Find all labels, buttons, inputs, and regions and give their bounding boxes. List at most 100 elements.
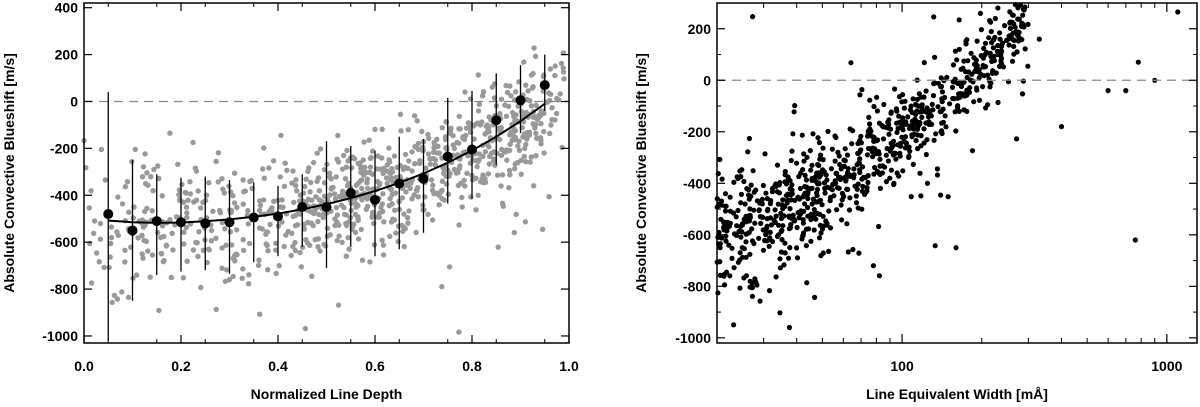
left-scatter-point (442, 134, 449, 140)
right-scatter-point (826, 248, 832, 254)
left-scatter-point (215, 150, 222, 156)
left-scatter-point (425, 151, 432, 157)
right-scatter-point (983, 105, 989, 111)
left-scatter-point (552, 72, 558, 79)
right-scatter-point (737, 168, 743, 174)
left-scatter-point (108, 234, 115, 241)
left-scatter-point (187, 179, 193, 185)
left-scatter-point (278, 132, 284, 139)
right-scatter-point (809, 162, 815, 168)
right-scatter-point (1015, 5, 1021, 11)
right-scatter-point (856, 250, 862, 256)
right-scatter-point (910, 96, 916, 102)
left-scatter-point (185, 197, 191, 203)
right-scatter-point (793, 160, 800, 166)
right-scatter-point (738, 234, 744, 240)
right-scatter-point (762, 151, 768, 157)
left-binned-mean-point (103, 209, 114, 220)
left-scatter-point (414, 118, 420, 124)
right-scatter-point (814, 186, 821, 193)
left-scatter-point (528, 72, 535, 78)
right-scatter-point (719, 176, 725, 182)
right-scatter-point (794, 224, 800, 231)
right-scatter-point (848, 60, 854, 66)
right-scatter-point (776, 190, 783, 196)
left-x-tick-label: 0.8 (462, 358, 482, 374)
left-scatter-point (168, 274, 174, 281)
left-scatter-point (280, 204, 286, 210)
left-scatter-point (353, 204, 359, 210)
left-scatter-point (159, 223, 166, 229)
right-scatter-point (1025, 63, 1031, 69)
left-scatter-point (497, 110, 503, 117)
right-scatter-point (820, 250, 826, 256)
left-scatter-point (267, 221, 273, 228)
right-scatter-point (947, 101, 953, 107)
left-scatter-point (276, 263, 282, 269)
right-scatter-point (754, 282, 760, 288)
right-scatter-point (923, 108, 929, 114)
left-scatter-point (359, 195, 366, 201)
left-scatter-point (359, 257, 366, 263)
left-scatter-point (548, 122, 554, 128)
left-scatter-point (221, 190, 227, 196)
right-scatter-point (964, 87, 970, 93)
right-scatter-point (757, 200, 763, 206)
right-scatter-point (766, 243, 772, 249)
left-scatter-point (261, 175, 267, 181)
left-scatter-point (459, 194, 465, 201)
right-scatter-point (845, 186, 851, 192)
right-scatter-point (726, 242, 732, 248)
right-scatter-point (821, 180, 828, 186)
left-scatter-point (561, 76, 567, 82)
right-scatter-point (743, 273, 750, 279)
right-scatter-point (802, 172, 808, 178)
left-scatter-point (161, 257, 167, 264)
right-scatter-point (885, 158, 892, 164)
right-scatter-point (906, 154, 912, 160)
left-scatter-point (147, 274, 153, 280)
left-scatter-point (457, 163, 463, 169)
left-y-axis-label: Absolute Convective Blueshift [m/s] (1, 53, 17, 293)
right-scatter-point (907, 148, 913, 154)
right-scatter-point (865, 132, 871, 138)
right-scatter-point (1021, 7, 1027, 13)
left-scatter-point (148, 174, 154, 180)
right-scatter-point (805, 204, 811, 211)
left-scatter-point (181, 241, 187, 247)
left-scatter-point (303, 237, 309, 243)
left-scatter-point (119, 289, 125, 295)
left-scatter-point (381, 219, 387, 225)
left-scatter-point (200, 199, 206, 206)
left-scatter-point (248, 177, 254, 184)
left-scatter-point (403, 189, 409, 195)
left-scatter-point (355, 236, 362, 242)
right-scatter-point (794, 245, 800, 251)
left-scatter-point (379, 126, 385, 132)
left-scatter-point (473, 207, 479, 213)
left-scatter-point (154, 229, 161, 236)
left-scatter-point (264, 242, 270, 249)
left-binned-mean-point (467, 144, 477, 155)
right-scatter-point (895, 125, 901, 131)
right-scatter-point (930, 107, 936, 113)
left-scatter-point (523, 159, 529, 165)
left-y-tick-label: -600 (50, 234, 78, 250)
right-scatter-point (880, 124, 886, 130)
left-scatter-point (531, 183, 537, 189)
left-scatter-point (538, 120, 544, 127)
right-scatter-point (791, 109, 797, 115)
left-scatter-point (516, 138, 522, 144)
right-scatter-point (855, 140, 861, 147)
left-scatter-point (345, 235, 351, 241)
right-scatter-point (760, 247, 767, 253)
right-scatter-point (864, 152, 871, 158)
left-scatter-point (229, 242, 235, 248)
right-scatter-point (796, 215, 802, 221)
right-y-tick-label: -800 (683, 278, 711, 294)
left-y-tick-label: -800 (50, 281, 78, 297)
right-scatter-point (820, 213, 826, 219)
right-scatter-point (903, 140, 910, 146)
left-scatter-point (195, 188, 201, 194)
left-scatter-point (400, 166, 406, 173)
